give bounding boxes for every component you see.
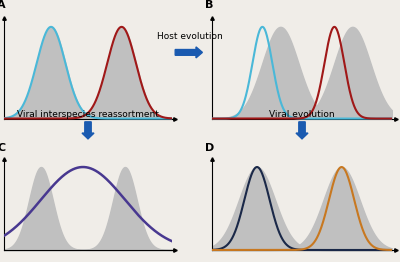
Text: Viral evolution: Viral evolution bbox=[269, 110, 335, 119]
Text: A: A bbox=[0, 0, 6, 10]
Text: Host evolution: Host evolution bbox=[157, 32, 223, 41]
Text: C: C bbox=[0, 143, 6, 153]
Text: B: B bbox=[205, 0, 213, 10]
Text: D: D bbox=[205, 143, 214, 153]
Text: Viral interspecies reassortment: Viral interspecies reassortment bbox=[17, 110, 159, 119]
